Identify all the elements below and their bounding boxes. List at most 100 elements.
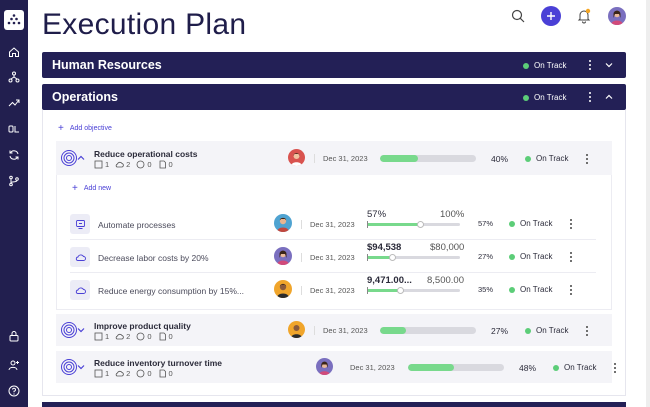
add-button[interactable] <box>541 6 561 26</box>
section-title: Operations <box>52 90 118 104</box>
metric-tasks: 0 <box>136 332 152 341</box>
more-options-icon[interactable] <box>586 91 594 103</box>
progress-percent: 40% <box>491 154 509 164</box>
progress-fill <box>367 256 393 259</box>
due-date: Dec 31, 2023 <box>301 253 355 262</box>
lock-icon[interactable] <box>7 329 21 343</box>
document-icon <box>94 332 103 341</box>
more-options-icon[interactable] <box>567 284 575 296</box>
section-header-human-resources[interactable]: Human Resources On Track <box>42 52 626 78</box>
status-dot <box>523 94 529 101</box>
scrollbar[interactable] <box>646 0 650 407</box>
okr-icon[interactable] <box>7 122 21 136</box>
progress-percent: 57% <box>478 219 494 228</box>
key-result-row[interactable]: Automate processes Dec 31, 2023 57% 100%… <box>70 207 596 240</box>
objective-metrics: 1 2 0 0 <box>94 160 173 169</box>
more-options-icon[interactable] <box>567 218 575 230</box>
sidebar <box>0 0 28 407</box>
status-badge: On Track <box>509 285 552 294</box>
plus-icon: + <box>58 123 64 134</box>
more-options-icon[interactable] <box>611 362 619 374</box>
refresh-icon[interactable] <box>7 148 21 162</box>
status-badge: On Track <box>553 363 596 372</box>
current-value: 57% <box>367 209 387 220</box>
progress-percent: 27% <box>491 326 509 336</box>
status-badge: On Track <box>525 154 568 163</box>
check-icon <box>136 332 145 341</box>
search-icon[interactable] <box>508 6 528 26</box>
status-dot <box>553 364 559 371</box>
owner-avatar[interactable] <box>274 214 292 232</box>
plus-icon: + <box>72 183 78 194</box>
target-value: 100% <box>440 209 465 220</box>
more-options-icon[interactable] <box>567 251 575 263</box>
more-options-icon[interactable] <box>583 153 591 165</box>
user-avatar[interactable] <box>608 7 626 25</box>
status-dot <box>509 253 515 260</box>
progress-bar <box>408 364 504 371</box>
key-result-row[interactable]: Reduce energy consumption by 15%... Dec … <box>70 273 596 306</box>
branch-icon[interactable] <box>7 174 21 188</box>
home-icon[interactable] <box>7 45 21 59</box>
chevron-down-icon[interactable] <box>76 325 86 335</box>
progress-fill <box>380 327 406 334</box>
objective-row[interactable]: Improve product quality 1 2 0 0 Dec 31, … <box>56 314 612 346</box>
metric-comments: 2 <box>115 369 130 378</box>
progress-fill <box>380 155 419 162</box>
user-add-icon[interactable] <box>7 358 21 372</box>
logo-icon[interactable] <box>4 10 24 30</box>
section-title: Human Resources <box>52 58 162 72</box>
chevron-down-icon[interactable] <box>604 60 614 70</box>
file-icon <box>159 332 166 341</box>
objective-name: Reduce operational costs <box>94 149 198 159</box>
chevron-down-icon[interactable] <box>76 362 86 372</box>
status-dot <box>509 286 515 293</box>
progress-tick <box>367 254 368 261</box>
progress-tick <box>367 221 368 228</box>
status-dot <box>525 327 531 334</box>
add-new-label: Add new <box>83 185 112 192</box>
section-header-next[interactable] <box>42 402 626 407</box>
status-label: On Track <box>520 219 553 228</box>
progress-percent: 27% <box>478 252 494 261</box>
help-icon[interactable] <box>7 384 21 398</box>
hierarchy-icon[interactable] <box>7 70 21 84</box>
progress-percent: 48% <box>519 363 537 373</box>
owner-avatar[interactable] <box>274 280 292 298</box>
objective-name: Reduce inventory turnover time <box>94 358 223 368</box>
key-result-row[interactable]: Decrease labor costs by 20% Dec 31, 2023… <box>70 240 596 273</box>
bell-icon[interactable] <box>574 6 594 26</box>
status-badge: On Track <box>523 61 566 70</box>
add-objective-link[interactable]: + Add objective <box>58 123 112 134</box>
more-options-icon[interactable] <box>586 59 594 71</box>
progress-knob <box>389 254 397 261</box>
document-icon <box>94 369 103 378</box>
metric-files: 0 <box>158 332 173 341</box>
progress-fill <box>367 289 400 292</box>
due-date: Dec 31, 2023 <box>301 286 355 295</box>
status-label: On Track <box>536 326 569 335</box>
add-objective-label: Add objective <box>69 125 112 132</box>
metric-key-results: 1 <box>94 332 109 341</box>
owner-avatar[interactable] <box>288 321 305 338</box>
objective-metrics: 1 2 0 0 <box>94 369 173 378</box>
add-new-link[interactable]: + Add new <box>72 183 111 194</box>
objective-row[interactable]: Reduce inventory turnover time 1 2 0 0 D… <box>56 351 616 383</box>
check-icon <box>136 369 145 378</box>
due-date: Dec 31, 2023 <box>314 326 368 335</box>
progress-bar <box>367 287 460 294</box>
chevron-up-icon[interactable] <box>76 153 86 163</box>
more-options-icon[interactable] <box>583 325 591 337</box>
status-badge: On Track <box>523 93 566 102</box>
section-header-operations[interactable]: Operations On Track <box>42 84 626 110</box>
target-value: 8,500.00 <box>427 275 464 286</box>
owner-avatar[interactable] <box>316 358 333 375</box>
objective-row[interactable]: Reduce operational costs 1 2 0 0 Dec 31,… <box>56 141 612 175</box>
due-date: Dec 31, 2023 <box>350 363 395 372</box>
trending-up-icon[interactable] <box>7 96 21 110</box>
owner-avatar[interactable] <box>288 149 305 166</box>
objective-name: Improve product quality <box>94 321 191 331</box>
chevron-up-icon[interactable] <box>604 92 614 102</box>
owner-avatar[interactable] <box>274 247 292 265</box>
target-value: $80,000 <box>430 242 465 253</box>
